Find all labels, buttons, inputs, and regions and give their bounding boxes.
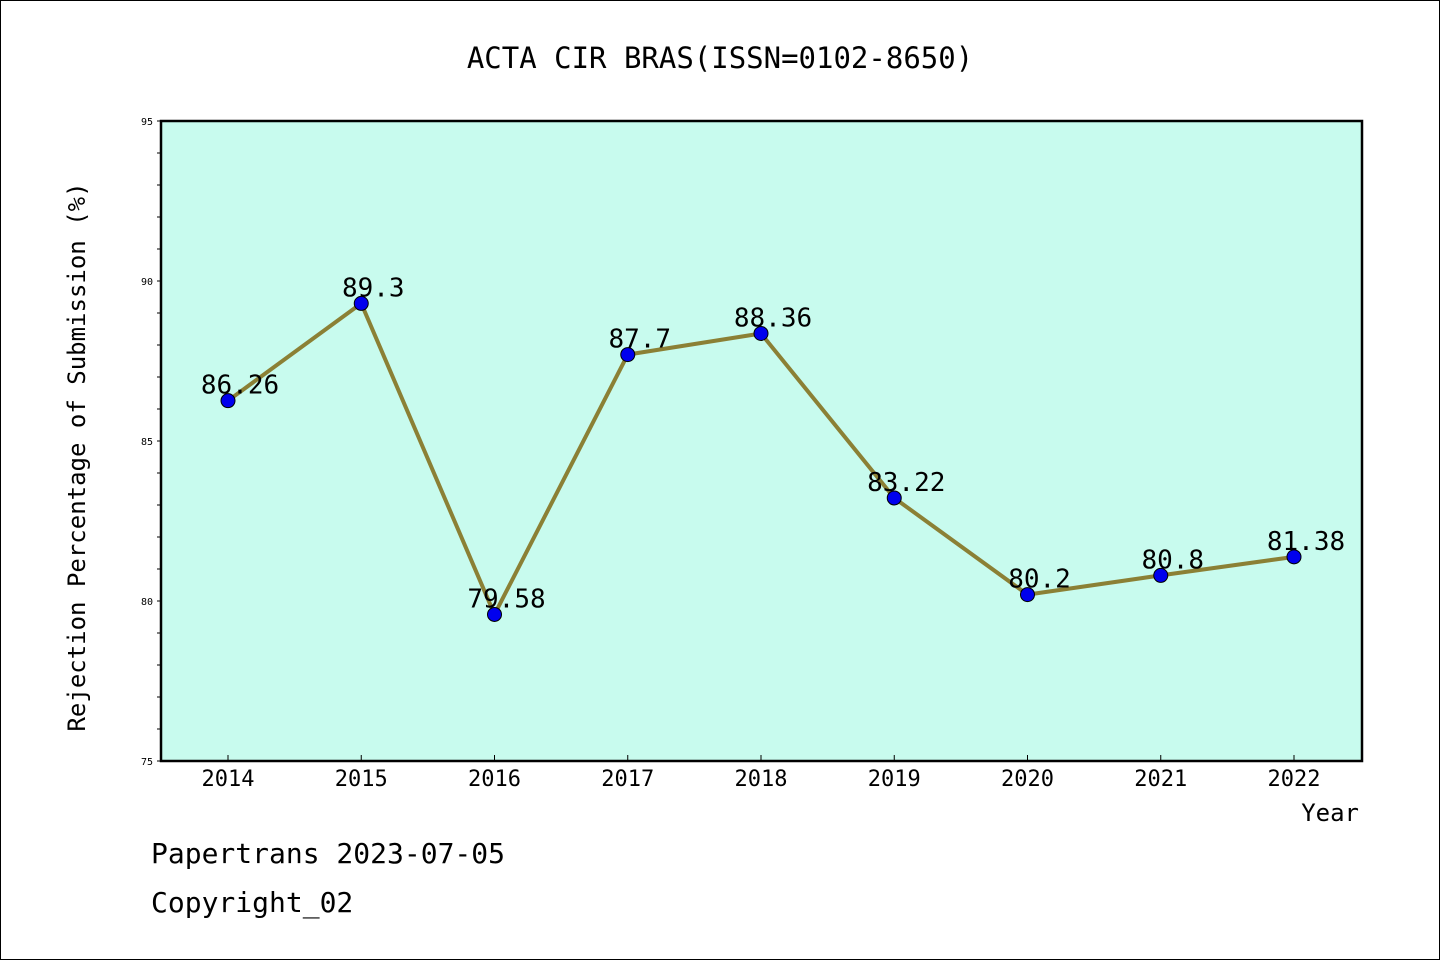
data-point <box>487 606 502 622</box>
data-label: 88.36 <box>734 303 812 333</box>
chart-title: ACTA CIR BRAS(ISSN=0102-8650) <box>467 41 973 75</box>
data-label: 87.7 <box>608 325 671 355</box>
data-label: 83.22 <box>867 468 945 498</box>
x-tick-label: 2022 <box>1268 767 1321 792</box>
plot-border <box>159 119 1364 763</box>
y-tick-label: 85 <box>141 437 153 448</box>
x-tick-label: 2014 <box>202 767 255 792</box>
data-label: 86.26 <box>201 371 279 401</box>
footer-copyright-text: Copyright_02 <box>151 886 354 919</box>
data-point <box>886 490 902 506</box>
data-point <box>753 325 769 341</box>
footer-date-text: Papertrans 2023-07-05 <box>151 837 506 870</box>
data-point <box>620 347 636 363</box>
data-point <box>1153 567 1169 583</box>
x-tick-label: 2015 <box>335 767 388 792</box>
x-tick-label: 2020 <box>1001 767 1054 792</box>
data-label: 81.38 <box>1267 527 1345 557</box>
data-point <box>353 295 369 311</box>
data-label: 79.58 <box>467 584 545 614</box>
x-tick-label: 2019 <box>868 767 921 792</box>
data-point <box>1286 549 1302 565</box>
plot-area <box>161 121 1362 761</box>
x-tick-label: 2021 <box>1134 767 1187 792</box>
y-axis-label: Rejection Percentage of Submission (%) <box>63 182 91 731</box>
x-tick-label: 2017 <box>601 767 654 792</box>
x-axis-label: Year <box>1301 799 1359 827</box>
y-tick-label: 75 <box>141 757 153 768</box>
x-tick-label: 2018 <box>735 767 788 792</box>
y-tick-label: 90 <box>141 277 153 288</box>
y-tick-label: 95 <box>141 117 153 128</box>
data-label: 80.8 <box>1141 545 1204 575</box>
x-tick-label: 2016 <box>468 767 521 792</box>
data-point <box>220 393 236 409</box>
data-label: 80.2 <box>1008 565 1071 595</box>
y-tick-label: 80 <box>141 597 153 608</box>
data-point <box>1020 587 1035 603</box>
data-label: 89.3 <box>342 273 405 303</box>
